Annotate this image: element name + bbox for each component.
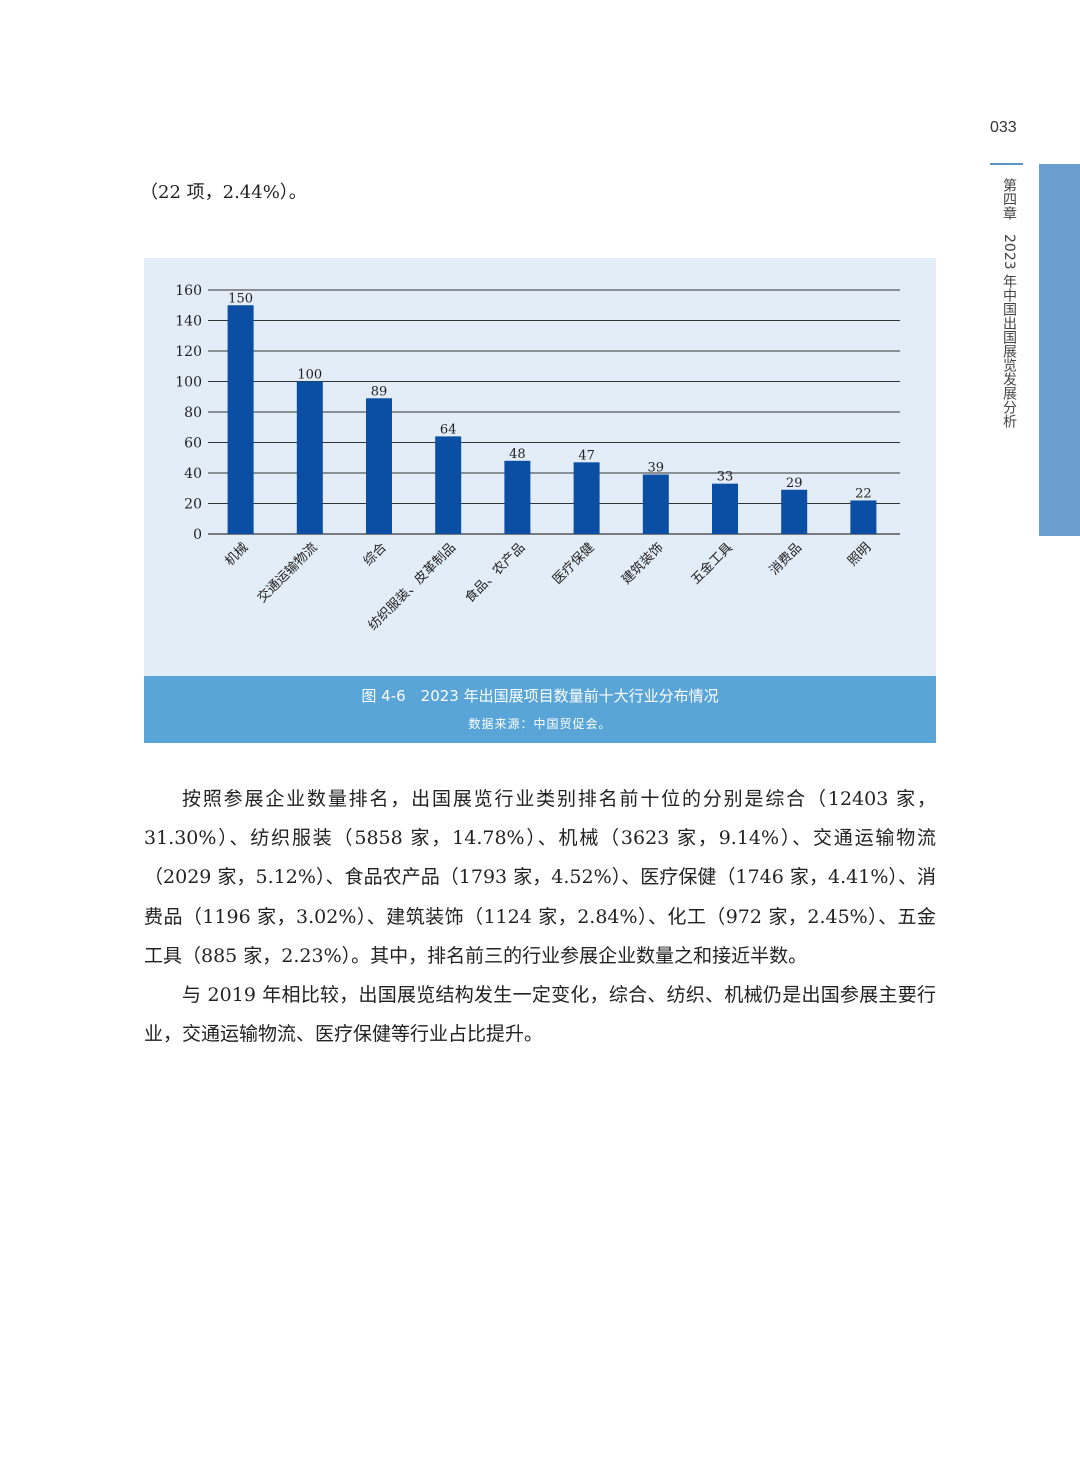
y-tick-label: 80: [184, 405, 202, 421]
x-tick-label: 建筑装饰: [619, 540, 667, 588]
data-label: 22: [855, 486, 872, 501]
bar: [642, 474, 669, 534]
figure: 0 20 40 60 80 100 120 140 160 150 机械 100 交通运输物流 89 综合 6…: [144, 258, 936, 743]
bar: [781, 489, 808, 534]
paragraph: 按照参展企业数量排名，出国展览行业类别排名前十位的分别是综合（12403 家，3…: [144, 788, 936, 967]
data-label: 100: [297, 368, 322, 383]
bar-chart: 0 20 40 60 80 100 120 140 160 150 机械 100 交通运输物流 89 综合 6…: [175, 283, 900, 634]
body-text: 按照参展企业数量排名，出国展览行业类别排名前十位的分别是综合（12403 家，3…: [144, 780, 936, 1054]
data-label: 29: [786, 476, 803, 491]
data-label: 47: [578, 448, 595, 463]
data-label: 89: [371, 384, 388, 399]
figure-caption-band: 图 4-6 2023 年出国展项目数量前十大行业分布情况 数据来源：中国贸促会。: [144, 676, 936, 743]
figure-caption: 图 4-6 2023 年出国展项目数量前十大行业分布情况: [361, 687, 719, 705]
y-tick-label: 120: [175, 344, 202, 360]
y-tick-label: 140: [175, 314, 202, 330]
data-label: 150: [228, 291, 253, 306]
x-tick-label: 消费品: [767, 540, 805, 578]
x-tick-label: 照明: [845, 540, 874, 569]
lead-text: （22 项，2.44%）。: [140, 182, 307, 203]
header-rule: [990, 163, 1023, 165]
bar: [573, 462, 600, 534]
x-tick-label: 综合: [361, 540, 390, 569]
x-tick-label: 食品、农产品: [462, 540, 528, 606]
paragraph: 与 2019 年相比较，出国展览结构发生一定变化，综合、纺织、机械仍是出国参展主…: [144, 984, 936, 1046]
data-label: 33: [717, 470, 734, 485]
bar: [712, 483, 738, 534]
x-tick-label: 机械: [222, 540, 251, 569]
y-tick-label: 20: [184, 497, 202, 513]
data-label: 64: [440, 422, 457, 437]
bar: [504, 460, 531, 534]
y-tick-label: 160: [175, 283, 202, 299]
data-label: 39: [648, 461, 665, 476]
bar: [435, 436, 462, 534]
bar: [850, 500, 877, 534]
page-number: 033: [990, 119, 1017, 136]
bar: [296, 381, 323, 534]
y-tick-label: 100: [175, 375, 202, 391]
bar: [366, 398, 392, 534]
chapter-tab: [1039, 164, 1080, 536]
running-head: 第四章 2023 年中国出国展览发展分析: [1001, 178, 1017, 429]
y-tick-label: 60: [184, 436, 202, 452]
figure-source: 数据来源：中国贸促会。: [468, 717, 612, 731]
bar: [227, 305, 254, 534]
y-tick-label: 40: [184, 466, 202, 482]
x-tick-label: 医疗保健: [550, 540, 597, 587]
y-tick-label: 0: [193, 527, 202, 543]
x-tick-label: 五金工具: [688, 540, 736, 588]
x-tick-label: 交通运输物流: [254, 540, 320, 606]
data-label: 48: [509, 447, 526, 462]
